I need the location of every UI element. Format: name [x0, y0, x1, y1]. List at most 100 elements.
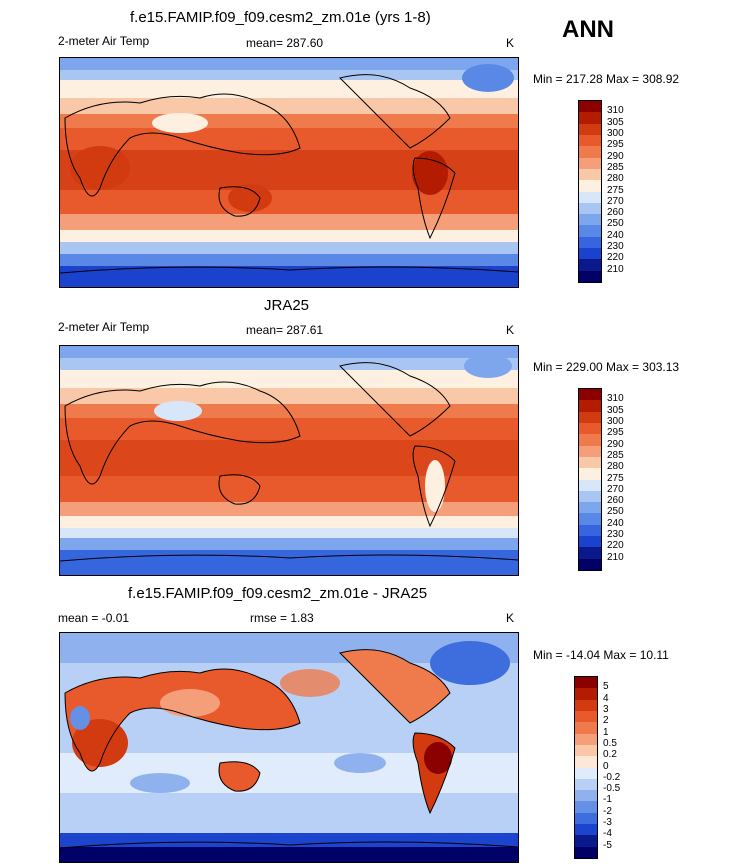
colorbar-tick-label: 300 [607, 127, 624, 139]
panel-3-minmax-label: Min = -14.04 Max = 10.11 [533, 648, 669, 662]
colorbar-segment [575, 824, 597, 836]
colorbar-tick-label: 0.2 [603, 749, 617, 761]
colorbar-tick-label: 2 [603, 715, 609, 727]
colorbar-tick-label: 280 [607, 461, 624, 473]
colorbar-tick-label: 305 [607, 116, 624, 128]
colorbar-tick-label: 230 [607, 241, 624, 253]
colorbar-tick-label: -4 [603, 828, 612, 840]
colorbar-tick-label: 305 [607, 404, 624, 416]
colorbar-segment [575, 710, 597, 723]
colorbar-segment [579, 191, 601, 203]
colorbar-tick-label: 275 [607, 472, 624, 484]
colorbar-tick-label: 3 [603, 703, 609, 715]
colorbar-segment [579, 479, 601, 491]
colorbar-segment [579, 422, 601, 435]
colorbar-tick-label: 0.5 [603, 737, 617, 749]
colorbar-tick-label: 270 [607, 483, 624, 495]
colorbar-tick-label: 220 [607, 540, 624, 552]
colorbar-tick-label: 280 [607, 173, 624, 185]
colorbar-tick-label: 300 [607, 415, 624, 427]
colorbar-tick-label: 220 [607, 252, 624, 264]
colorbar-tick-label: 310 [607, 105, 624, 117]
colorbar-segment [579, 456, 601, 469]
colorbar-tick-label: 260 [607, 495, 624, 507]
colorbar-tick-label: 5 [603, 681, 609, 693]
colorbar-tick-label: -5 [603, 839, 612, 851]
panel-2-variable-label: 2-meter Air Temp [58, 320, 150, 334]
panel-1-variable-label: 2-meter Air Temp [58, 34, 150, 48]
colorbar-segment [579, 134, 601, 147]
panel-3-rmse-label: rmse = 1.83 [250, 611, 314, 625]
colorbar-segment [579, 513, 601, 525]
colorbar-segment [579, 236, 601, 249]
colorbar-segment [575, 778, 597, 791]
panel-2-mean-label: mean= 287.61 [246, 323, 324, 337]
colorbar-segment [579, 490, 601, 503]
colorbar-segment [579, 101, 601, 113]
season-label: ANN [562, 16, 614, 43]
colorbar-tick-label: 310 [607, 393, 624, 405]
colorbar-tick-label: -0.5 [603, 783, 621, 795]
colorbar-tick-label: 295 [607, 427, 624, 439]
colorbar-segment [575, 767, 597, 779]
colorbar-segment [579, 112, 601, 124]
colorbar-segment [579, 202, 601, 215]
colorbar-segment [579, 146, 601, 158]
colorbar-segment [579, 168, 601, 181]
colorbar-segment [575, 733, 597, 745]
colorbar-segment [579, 123, 601, 135]
colorbar-segment [579, 558, 601, 570]
colorbar-segment [579, 248, 601, 260]
colorbar-segment [579, 225, 601, 237]
colorbar-segment [575, 699, 597, 711]
panel-3-map [59, 632, 519, 863]
colorbar-tick-label: 285 [607, 449, 624, 461]
colorbar-tick-label: 250 [607, 218, 624, 230]
panel-1-mean-label: mean= 287.60 [246, 36, 324, 50]
colorbar-segment [579, 157, 601, 169]
colorbar-segment [575, 835, 597, 847]
colorbar-tick-label: 0 [603, 760, 609, 772]
colorbar-tick-label: 240 [607, 517, 624, 529]
colorbar-segment [579, 502, 601, 514]
colorbar-segment [575, 846, 597, 858]
colorbar-tick-label: 260 [607, 207, 624, 219]
colorbar-tick-label: -0.2 [603, 771, 621, 783]
colorbar-segment [579, 445, 601, 457]
colorbar-segment [575, 744, 597, 757]
colorbar-segment [575, 677, 597, 689]
colorbar-segment [579, 536, 601, 548]
colorbar-tick-label: 290 [607, 438, 624, 450]
colorbar-segment [579, 214, 601, 226]
colorbar-segment [575, 722, 597, 734]
colorbar-segment [579, 270, 601, 282]
colorbar-tick-label: 4 [603, 692, 609, 704]
panel-3-colorbar [574, 676, 598, 859]
colorbar-segment [575, 812, 597, 825]
colorbar-tick-label: 285 [607, 161, 624, 173]
colorbar-tick-label: -2 [603, 805, 612, 817]
panel-2-colorbar [578, 388, 602, 571]
panel-1-title: f.e15.FAMIP.f09_f09.cesm2_zm.01e (yrs 1-… [130, 9, 431, 26]
colorbar-tick-label: 270 [607, 195, 624, 207]
colorbar-segment [579, 411, 601, 423]
colorbar-segment [579, 468, 601, 480]
panel-2-map [59, 345, 519, 576]
colorbar-tick-label: 1 [603, 726, 609, 738]
colorbar-segment [579, 524, 601, 537]
colorbar-tick-label: 275 [607, 184, 624, 196]
colorbar-segment [579, 547, 601, 559]
colorbar-segment [575, 756, 597, 768]
colorbar-segment [579, 400, 601, 412]
colorbar-segment [575, 801, 597, 813]
colorbar-tick-label: 250 [607, 506, 624, 518]
panel-1-colorbar [578, 100, 602, 283]
panel-3-mean-label: mean = -0.01 [58, 611, 130, 625]
panel-3-title: f.e15.FAMIP.f09_f09.cesm2_zm.01e - JRA25 [128, 585, 428, 602]
colorbar-segment [579, 434, 601, 446]
colorbar-tick-label: 230 [607, 529, 624, 541]
panel-2-units-label: K [506, 323, 515, 337]
panel-1-map [59, 57, 519, 288]
colorbar-segment [575, 790, 597, 802]
panel-1-units-label: K [506, 36, 515, 50]
